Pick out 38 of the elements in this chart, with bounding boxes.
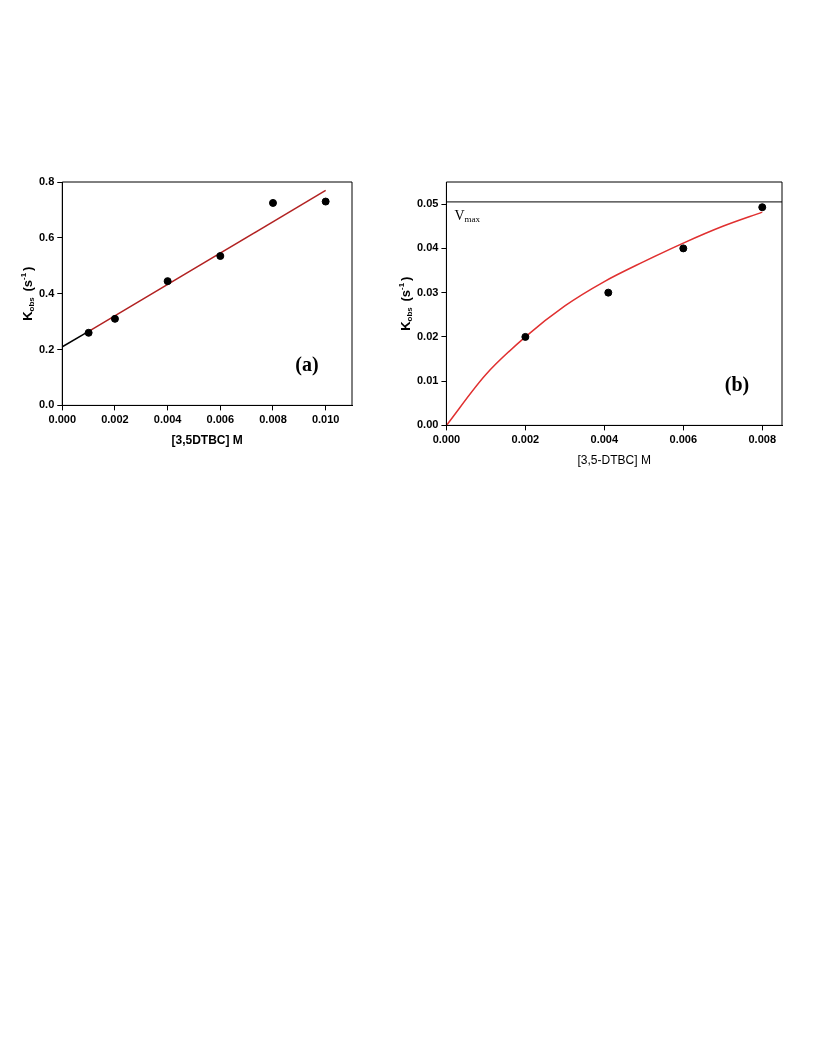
x-tick-label: 0.006	[206, 413, 235, 426]
x-tick-label: 0.008	[259, 413, 287, 426]
y-tick-label: 0.8	[38, 175, 55, 188]
x-tick-label: 0.006	[669, 433, 698, 446]
x-axis-title: [3,5-DTBC] M	[577, 453, 651, 468]
point	[679, 244, 688, 253]
point	[268, 198, 277, 207]
x-tick-label: 0.010	[311, 413, 340, 426]
x-tick-label: 0.002	[511, 433, 540, 446]
y-tick-label: 0.00	[416, 418, 439, 431]
y-tick-label: 0.6	[38, 230, 55, 243]
annotation: (a)	[295, 352, 319, 376]
y-axis-title: Kobs (s-1)	[18, 266, 37, 321]
y-axis-title: Kobs (s-1)	[396, 276, 415, 331]
y-tick-label: 0.04	[416, 241, 440, 254]
x-tick-label: 0.008	[748, 433, 777, 446]
y-tick-label: 0.05	[416, 197, 439, 210]
point	[521, 332, 530, 341]
point	[216, 252, 225, 260]
point	[604, 288, 613, 297]
x-axis-title: [3,5DTBC] M	[171, 433, 243, 448]
y-tick-label: 0.0	[38, 398, 55, 411]
point	[163, 277, 172, 286]
x-tick-label: 0.004	[153, 413, 183, 426]
x-tick-label: 0.000	[48, 413, 77, 426]
point	[321, 197, 330, 206]
x-tick-label: 0.002	[101, 413, 129, 426]
y-tick-label: 0.03	[416, 285, 439, 298]
y-tick-label: 0.02	[416, 329, 439, 342]
y-tick-label: 0.01	[416, 374, 439, 387]
y-tick-label: 0.2	[38, 342, 55, 355]
x-tick-label: 0.000	[432, 433, 461, 446]
point	[84, 328, 93, 337]
annotation: (b)	[724, 372, 750, 396]
y-tick-label: 0.4	[38, 286, 56, 299]
x-tick-label: 0.004	[590, 433, 619, 446]
point	[758, 203, 767, 212]
point	[110, 314, 119, 323]
